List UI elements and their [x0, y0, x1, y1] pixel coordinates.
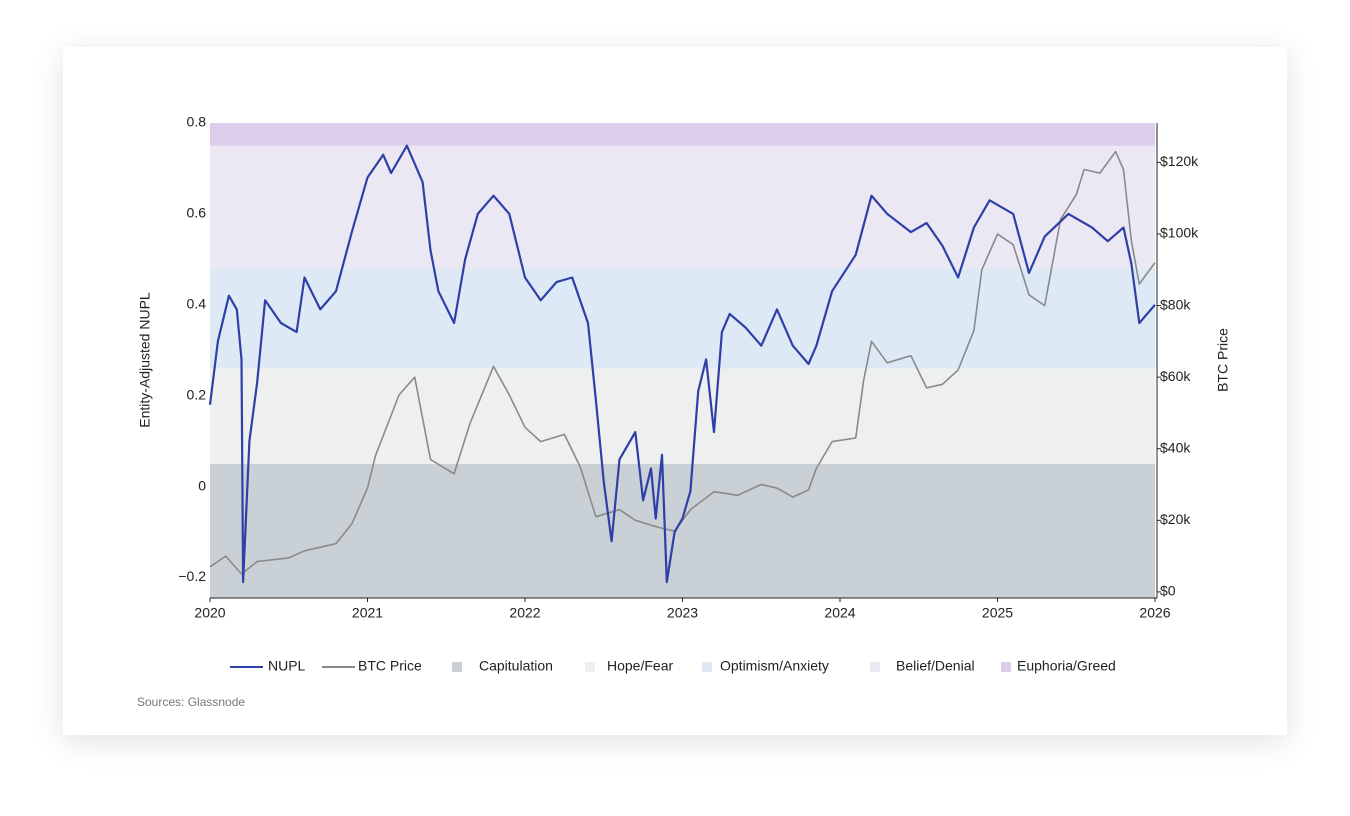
- legend-label: NUPL: [268, 658, 306, 674]
- zone-band: [210, 463, 1155, 598]
- x-tick-label: 2023: [667, 605, 698, 621]
- x-tick-label: 2026: [1139, 605, 1170, 621]
- x-tick-label: 2025: [982, 605, 1013, 621]
- legend-swatch: [870, 662, 880, 672]
- legend-swatch: [702, 662, 712, 672]
- zone-band: [210, 268, 1155, 369]
- y-tick-label: 0.6: [187, 205, 207, 221]
- legend-swatch: [1001, 662, 1011, 672]
- x-tick-label: 2024: [824, 605, 855, 621]
- x-tick-label: 2022: [509, 605, 540, 621]
- y-axis-label: Entity-Adjusted NUPL: [137, 292, 153, 428]
- zone-band: [210, 368, 1155, 464]
- legend-swatch: [585, 662, 595, 672]
- y-tick-label: 0.4: [187, 296, 207, 312]
- source-note: Sources: Glassnode: [137, 695, 245, 709]
- legend-label: Euphoria/Greed: [1017, 658, 1116, 674]
- legend-label: Belief/Denial: [896, 658, 975, 674]
- y2-tick-label: $40k: [1160, 439, 1191, 455]
- y2-tick-label: $60k: [1160, 368, 1191, 384]
- x-tick-label: 2020: [194, 605, 225, 621]
- legend-label: Optimism/Anxiety: [720, 658, 829, 674]
- y2-tick-label: $0: [1160, 583, 1176, 599]
- series-line: [209, 150, 1156, 575]
- y2-tick-label: $100k: [1160, 225, 1199, 241]
- x-tick-label: 2021: [352, 605, 383, 621]
- y-tick-label: −0.2: [178, 568, 206, 584]
- legend-label: Capitulation: [479, 658, 553, 674]
- y2-axis-label: BTC Price: [1215, 328, 1231, 392]
- y-tick-label: 0.2: [187, 386, 207, 402]
- y2-tick-label: $80k: [1160, 296, 1191, 312]
- zone-band: [210, 145, 1155, 269]
- y2-tick-label: $120k: [1160, 153, 1199, 169]
- zone-band: [210, 123, 1155, 146]
- series-line: [208, 144, 1156, 584]
- legend-label: BTC Price: [358, 658, 422, 674]
- y-tick-label: 0: [198, 477, 206, 493]
- y-tick-label: 0.8: [187, 114, 207, 130]
- legend-label: Hope/Fear: [607, 658, 673, 674]
- legend-swatch: [452, 662, 462, 672]
- y2-tick-label: $20k: [1160, 511, 1191, 527]
